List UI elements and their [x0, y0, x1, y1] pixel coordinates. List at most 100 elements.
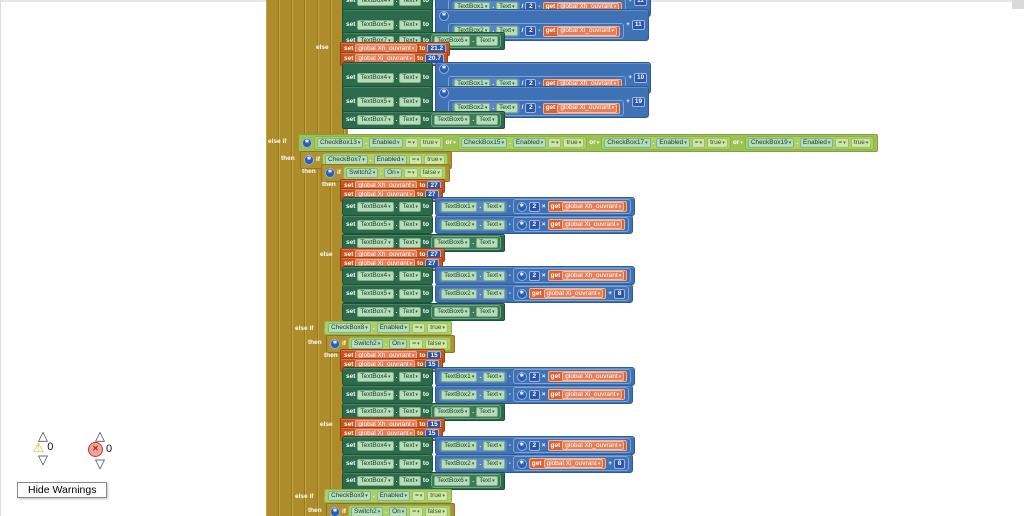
field-dropdown[interactable]: TextBox7 ▾ [357, 476, 394, 486]
field-dropdown[interactable]: TextBox5 ▾ [357, 389, 394, 400]
block-group-iblue[interactable]: ∗ 2 × get global Xh_ouvrant ▾ [512, 268, 632, 283]
warning-up-icon[interactable]: △ [38, 428, 48, 443]
block-group-iblue[interactable]: ∗ get global Xi_ouvrant ▾ +8 [512, 286, 630, 301]
number-block[interactable]: 2 [528, 371, 540, 382]
block-group-ghead[interactable]: set TextBox4 ▾. Text ▾ to [342, 197, 434, 216]
block-group-ghead[interactable]: set TextBox5 ▾. Text ▾ to [342, 284, 434, 303]
field-dropdown[interactable]: TextBox2 ▾ [441, 288, 478, 299]
block-group-socket[interactable]: TextBox1 ▾. Text ▾ [439, 370, 507, 383]
block-group-iblue[interactable]: ∗ 2 × get global Xh_ouvrant ▾ [512, 438, 632, 453]
field-dropdown[interactable]: TextBox6 ▾ [434, 476, 471, 486]
block-group-seti[interactable]: TextBox6 ▾. Text ▾ [431, 34, 501, 48]
field-dropdown[interactable]: Switch2 ▾ [350, 507, 384, 516]
field-dropdown[interactable]: CheckBox9 ▾ [328, 491, 371, 501]
field-dropdown[interactable]: Text ▾ [399, 270, 421, 281]
number-block[interactable]: 2 [528, 389, 540, 400]
warning-down-icon[interactable]: ▽ [38, 452, 48, 467]
field-dropdown[interactable]: TextBox6 ▾ [434, 238, 471, 248]
number-block[interactable]: 2 [528, 270, 540, 281]
block-group-blue[interactable]: TextBox2 ▾. Text ▾ - ∗ get global Xi_ouvrant ▾ +8 [435, 454, 634, 473]
field-dropdown[interactable]: On ▾ [389, 339, 408, 349]
or-dropdown[interactable]: or ▾ [589, 139, 600, 146]
mutator-gear-icon[interactable]: ∗ [516, 270, 527, 281]
mutator-gear-icon[interactable]: ∗ [302, 138, 312, 148]
field-dropdown[interactable]: TextBox6 ▾ [434, 307, 471, 317]
block-group-iblue[interactable]: ∗ 2 × get global Xi_ouvrant ▾ [512, 217, 630, 232]
field-dropdown[interactable]: Text ▾ [399, 73, 421, 83]
set-textbox4-row[interactable]: set TextBox4 ▾. Text ▾ to TextBox1 ▾. Text ▾ - ∗ 2 × g… [342, 266, 636, 285]
field-dropdown[interactable]: TextBox2 ▾ [441, 458, 478, 469]
field-dropdown[interactable]: On ▾ [389, 507, 408, 516]
field-dropdown[interactable]: = ▾ [411, 491, 426, 501]
get-variable-block[interactable]: get global Xi_ouvrant ▾ [542, 102, 621, 114]
number-block[interactable]: 8 [614, 288, 626, 299]
field-dropdown[interactable]: Text ▾ [399, 458, 421, 469]
number-block[interactable]: 2 [525, 103, 537, 113]
number-block[interactable]: 2 [528, 440, 540, 451]
field-dropdown[interactable]: TextBox1 ▾ [441, 201, 478, 212]
number-block[interactable]: 2 [528, 201, 540, 212]
number-block[interactable]: 10 [634, 73, 648, 83]
field-dropdown[interactable]: TextBox5 ▾ [357, 288, 394, 299]
field-dropdown[interactable]: false ▾ [424, 507, 448, 516]
field-dropdown[interactable]: TextBox4 ▾ [357, 73, 394, 83]
variable-dropdown[interactable]: global Xh_ouvrant ▾ [562, 372, 625, 381]
field-dropdown[interactable]: CheckBox8 ▾ [328, 323, 371, 333]
field-dropdown[interactable]: Enabled ▾ [376, 323, 410, 333]
block-group-ghead[interactable]: set TextBox5 ▾. Text ▾ to [342, 454, 434, 473]
set-textbox4-row[interactable]: set TextBox4 ▾. Text ▾ to TextBox1 ▾. Text ▾ - ∗ 2 × g… [342, 436, 636, 455]
number-block[interactable]: 2 [525, 26, 537, 36]
mutator-gear-icon[interactable]: ∗ [439, 11, 450, 21]
field-dropdown[interactable]: true ▾ [850, 138, 872, 148]
variable-dropdown[interactable]: global Xi_ouvrant ▾ [557, 26, 618, 36]
field-dropdown[interactable]: = ▾ [411, 323, 426, 333]
set-textbox4-row[interactable]: set TextBox4 ▾. Text ▾ to TextBox1 ▾. Text ▾ - ∗ 2 × g… [342, 367, 636, 386]
mutator-gear-icon[interactable]: ∗ [330, 339, 340, 349]
block-group-cmp[interactable]: CheckBox15 ▾. Enabled ▾ = ▾ true ▾ [457, 136, 588, 150]
field-dropdown[interactable]: TextBox4 ▾ [357, 270, 394, 281]
checkbox8-condition-row[interactable]: CheckBox8 ▾. Enabled ▾ = ▾ true ▾ [324, 321, 452, 335]
field-dropdown[interactable]: true ▾ [427, 491, 448, 501]
block-group-blue[interactable]: TextBox1 ▾. Text ▾ - ∗ 2 × get global Xh_ouvrant ▾ [435, 197, 636, 216]
set-textbox5-row[interactable]: set TextBox5 ▾. Text ▾ to TextBox2 ▾. Text ▾ - ∗ get… [342, 284, 634, 303]
mutator-gear-icon[interactable]: ∗ [516, 440, 527, 451]
field-dropdown[interactable]: Switch2 ▾ [345, 168, 379, 178]
field-dropdown[interactable]: Text ▾ [399, 97, 421, 107]
error-up-icon[interactable]: △ [95, 428, 105, 443]
field-dropdown[interactable]: true ▾ [427, 323, 448, 333]
field-dropdown[interactable]: Text ▾ [399, 476, 421, 486]
block-group-socket[interactable]: TextBox2 ▾. Text ▾ [439, 388, 507, 401]
field-dropdown[interactable]: Text ▾ [483, 270, 505, 281]
block-group-blue[interactable]: ∗ TextBox2 ▾. Text ▾/2- get global Xi_ouvrant ▾… [435, 9, 649, 41]
block-group-cmp[interactable]: Switch2 ▾. On ▾ = ▾ false ▾ [347, 337, 451, 351]
variable-dropdown[interactable]: global Xh_ouvrant ▾ [562, 202, 625, 211]
set-textbox5-row[interactable]: set TextBox5 ▾. Text ▾ to TextBox2 ▾. Text ▾ - ∗ get… [342, 454, 634, 473]
number-block[interactable]: 20.7 [425, 54, 444, 64]
number-block[interactable]: 2 [528, 219, 540, 230]
field-dropdown[interactable]: CheckBox17 ▾ [604, 138, 651, 148]
field-dropdown[interactable]: TextBox7 ▾ [357, 407, 394, 417]
field-dropdown[interactable]: = ▾ [409, 507, 423, 516]
variable-dropdown[interactable]: global Xh_ouvrant ▾ [562, 441, 625, 450]
block-group-seti[interactable]: TextBox6 ▾. Text ▾ [431, 236, 501, 250]
field-dropdown[interactable]: Switch2 ▾ [350, 339, 384, 349]
block-group-socket[interactable]: TextBox1 ▾. Text ▾ [439, 439, 507, 452]
field-dropdown[interactable]: Text ▾ [483, 201, 505, 212]
block-group-socket[interactable]: TextBox2 ▾. Text ▾ [439, 218, 507, 231]
number-block[interactable]: 19 [631, 97, 646, 107]
mutator-gear-icon[interactable]: ∗ [325, 168, 335, 178]
field-dropdown[interactable]: TextBox6 ▾ [434, 407, 471, 417]
field-dropdown[interactable]: Text ▾ [399, 201, 421, 212]
field-dropdown[interactable]: Enabled ▾ [376, 491, 410, 501]
field-dropdown[interactable]: TextBox6 ▾ [434, 36, 471, 46]
block-group-seti[interactable]: TextBox6 ▾. Text ▾ [431, 474, 501, 488]
field-dropdown[interactable]: TextBox4 ▾ [357, 371, 394, 382]
get-variable-block[interactable]: get global Xh_ouvrant ▾ [547, 371, 628, 382]
block-group-seti[interactable]: TextBox6 ▾. Text ▾ [431, 113, 501, 127]
get-variable-block[interactable]: get global Xi_ouvrant ▾ [547, 219, 626, 230]
field-dropdown[interactable]: TextBox7 ▾ [357, 238, 394, 248]
field-dropdown[interactable]: Text ▾ [476, 307, 498, 317]
field-dropdown[interactable]: true ▾ [563, 138, 585, 148]
field-dropdown[interactable]: CheckBox15 ▾ [460, 138, 507, 148]
